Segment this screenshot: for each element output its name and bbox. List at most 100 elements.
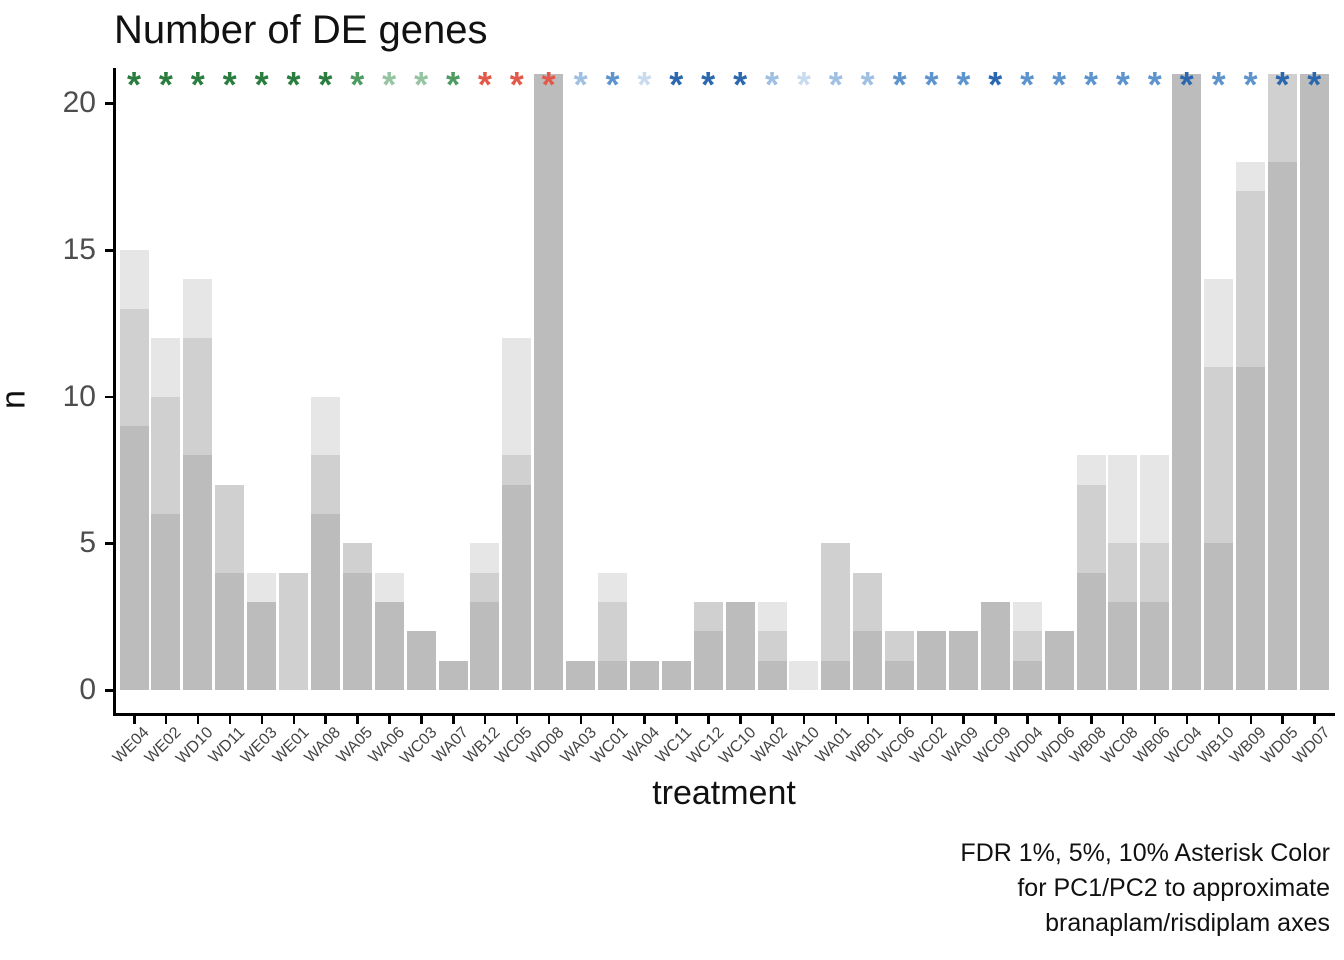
y-tick [105,689,113,692]
bar-segment-WA02-dark [757,660,787,690]
bar-segment-WC01-dark [598,660,627,690]
bar-segment-WB10-dark [1204,543,1234,690]
chart-title: Number of DE genes [114,8,488,52]
bar-segment-WB12-dark [470,602,500,690]
bar-segment-WA04-dark [629,660,659,690]
significance-asterisk-WC10: * [733,64,748,105]
x-tick [228,716,232,724]
x-tick [643,716,646,724]
y-tick-label: 0 [79,673,96,706]
x-tick [579,716,583,724]
bar-segment-WC05-dark [502,484,532,690]
significance-asterisk-WB10: * [1211,64,1226,105]
bar-segment-WD04-dark [1012,660,1042,690]
caption-line-1: FDR 1%, 5%, 10% Asterisk Color [960,839,1330,867]
significance-asterisk-WD06: * [1052,64,1067,105]
y-axis-line [113,68,116,716]
bar-segment-WC06-dark [885,660,915,690]
x-tick [1121,716,1125,724]
significance-asterisk-WE03: * [254,64,269,105]
significance-asterisk-WB01: * [860,64,875,105]
significance-asterisk-WD04: * [1020,64,1035,105]
y-tick [105,249,113,252]
x-tick [866,716,870,724]
bar-segment-WC03-dark [406,631,436,690]
x-tick [1313,716,1316,724]
significance-asterisk-WE04: * [126,64,141,105]
x-tick [898,716,902,724]
x-tick [962,716,965,724]
significance-asterisk-WC04: * [1179,64,1194,105]
x-tick [707,716,710,724]
bar-segment-WE02-dark [151,514,181,690]
y-tick-label: 15 [62,233,96,267]
x-tick [196,716,200,724]
x-tick [1249,716,1252,724]
bar-segment-WD08-dark [534,74,564,690]
significance-asterisk-WA08: * [318,64,333,105]
x-tick [675,716,678,724]
significance-asterisk-WD07: * [1307,64,1322,105]
x-tick [611,716,614,724]
x-tick [420,716,423,724]
y-tick-label: 20 [62,86,96,120]
x-tick-label-WB10: WB10 [1194,724,1238,767]
significance-asterisk-WC06: * [892,64,907,105]
x-tick [1058,716,1061,724]
x-tick [1217,716,1221,724]
caption: FDR 1%, 5%, 10% Asterisk Color for PC1/P… [960,836,1330,941]
x-tick [388,716,391,724]
significance-asterisk-WB09: * [1243,64,1258,105]
x-tick [260,716,264,724]
x-tick-label-WA02: WA02 [748,724,792,767]
bar-segment-WD05-dark [1267,162,1297,690]
bar-segment-WD10-dark [183,455,213,690]
significance-asterisk-WA01: * [828,64,843,105]
x-tick [483,716,487,724]
x-tick-label-WE03: WE03 [237,724,281,767]
bar-segment-WA08-dark [310,514,340,690]
x-tick-label-WA04: WA04 [621,724,664,767]
bar-segment-WA06-dark [374,602,404,690]
bar-segment-WE04-dark [119,426,149,690]
x-axis-title: treatment [652,774,796,812]
x-tick-label-WA05: WA05 [333,724,377,767]
significance-asterisk-WE02: * [158,64,173,105]
caption-line-3: branaplam/risdiplam axes [1045,909,1330,937]
significance-asterisk-WC09: * [988,64,1003,105]
x-tick [994,716,997,724]
bar-segment-WA01-dark [821,660,851,690]
x-tick [1153,716,1157,724]
bar-segment-WA09-dark [948,631,978,690]
significance-asterisk-WC02: * [924,64,939,105]
significance-asterisk-WD05: * [1275,64,1290,105]
significance-asterisk-WD10: * [190,64,205,105]
significance-asterisk-WA03: * [573,64,588,105]
x-tick [1185,716,1189,724]
caption-line-2: for PC1/PC2 to approximate [1017,874,1330,902]
bar-segment-WA07-dark [438,660,468,690]
significance-asterisk-WC01: * [605,64,620,105]
significance-asterisk-WA10: * [796,64,811,105]
x-tick [771,716,774,724]
bar-segment-WD07-dark [1299,74,1329,690]
x-tick [164,716,168,724]
bar-segment-WD06-dark [1044,631,1074,690]
x-tick [356,716,359,724]
bar-segment-WC11-dark [661,660,691,690]
significance-asterisk-WC12: * [701,64,716,105]
x-tick [1281,716,1284,724]
significance-asterisk-WD08: * [541,64,556,105]
significance-asterisk-WC11: * [669,64,684,105]
y-axis-title: n [0,250,34,550]
bar-segment-WC10-dark [725,602,755,690]
y-tick [105,395,113,399]
significance-asterisk-WD11: * [222,64,237,105]
significance-asterisk-WA07: * [445,64,460,105]
bar-segment-WC12-dark [693,631,723,690]
x-tick [1090,716,1093,724]
y-tick [105,102,113,105]
significance-asterisk-WA05: * [350,64,365,105]
bar-segment-WC04-dark [1172,74,1202,690]
